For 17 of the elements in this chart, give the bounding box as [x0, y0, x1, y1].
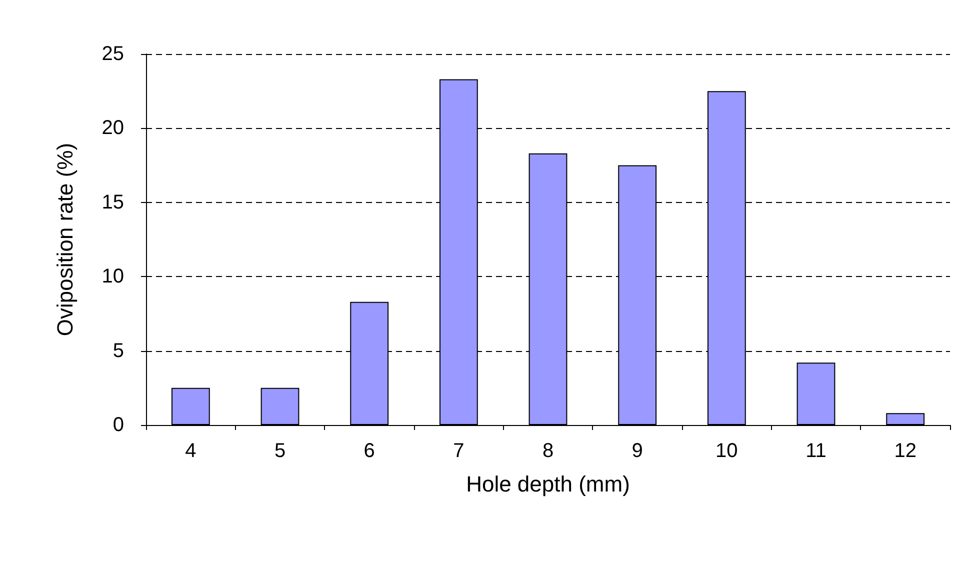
x-tick-label: 6	[364, 440, 375, 462]
y-tick-label: 5	[112, 340, 124, 362]
y-tick-label: 20	[102, 117, 124, 140]
x-tick-label: 11	[806, 440, 826, 462]
x-tick-label: 9	[632, 440, 643, 462]
x-tick-label: 4	[185, 440, 196, 462]
y-axis-title: Oviposition rate (%)	[52, 142, 78, 336]
y-tick-label: 25	[102, 43, 124, 65]
y-tick-label: 10	[102, 266, 124, 288]
x-tick-label: 12	[894, 440, 916, 462]
x-tick-label: 8	[542, 440, 554, 462]
y-tick-label: 15	[102, 191, 124, 214]
y-tick-label: 0	[112, 414, 124, 436]
x-axis-title: Hole depth (mm)	[466, 472, 630, 496]
x-tick-label: 7	[453, 440, 464, 462]
x-tick-label: 5	[274, 440, 286, 462]
x-tick-label: 10	[716, 440, 738, 462]
